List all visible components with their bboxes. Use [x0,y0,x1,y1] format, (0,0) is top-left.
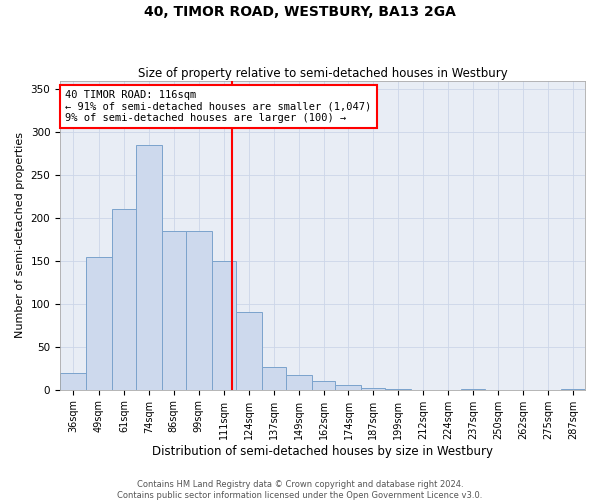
Bar [162,231,186,390]
Text: 40 TIMOR ROAD: 116sqm
← 91% of semi-detached houses are smaller (1,047)
9% of se: 40 TIMOR ROAD: 116sqm ← 91% of semi-deta… [65,90,371,123]
Bar [262,366,286,390]
Title: Size of property relative to semi-detached houses in Westbury: Size of property relative to semi-detach… [137,66,508,80]
Bar [561,389,585,390]
Bar [212,261,236,390]
X-axis label: Distribution of semi-detached houses by size in Westbury: Distribution of semi-detached houses by … [152,444,493,458]
Bar [286,375,311,390]
Bar [60,372,86,390]
Text: Contains HM Land Registry data © Crown copyright and database right 2024.
Contai: Contains HM Land Registry data © Crown c… [118,480,482,500]
Bar [361,388,385,390]
Bar [461,389,485,390]
Bar [311,381,335,390]
Y-axis label: Number of semi-detached properties: Number of semi-detached properties [15,132,25,338]
Bar [385,389,412,390]
Bar [112,210,136,390]
Bar [236,312,262,390]
Bar [136,145,162,390]
Text: 40, TIMOR ROAD, WESTBURY, BA13 2GA: 40, TIMOR ROAD, WESTBURY, BA13 2GA [144,5,456,19]
Bar [335,384,361,390]
Bar [186,231,212,390]
Bar [86,256,112,390]
